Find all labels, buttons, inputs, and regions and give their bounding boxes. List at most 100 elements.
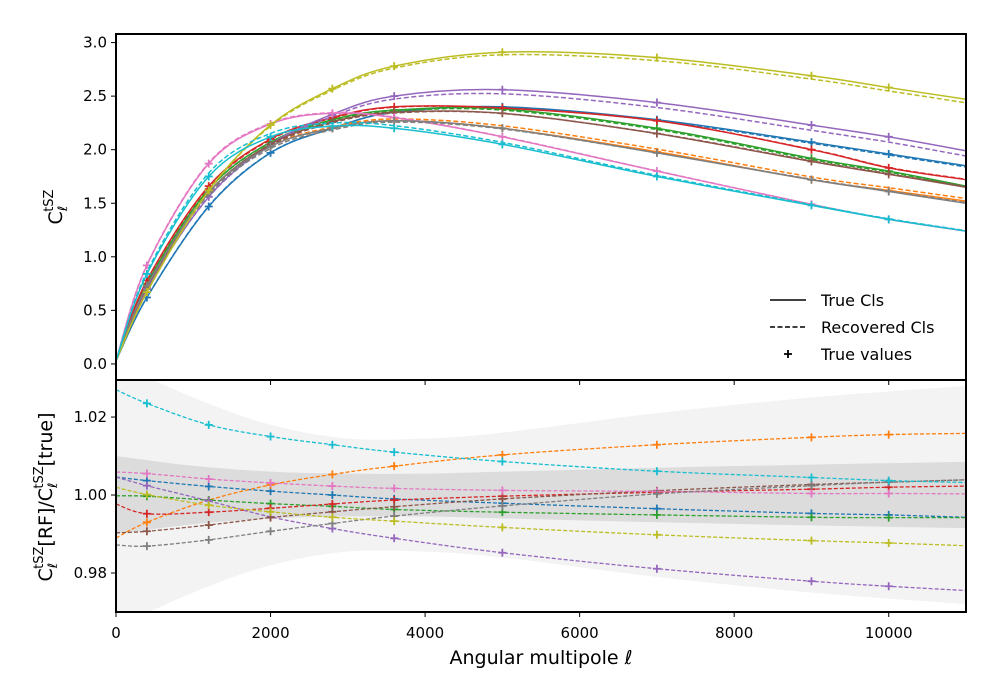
- ratio-marker: [142, 490, 151, 499]
- axes: 0.0 0.5 1.0 1.5 2.0 2.5 3.0 0.98 1.00 1.02 0 2000 40…: [74, 33, 967, 642]
- ratio-marker: [884, 489, 893, 498]
- ratio-marker: [328, 440, 337, 449]
- ratio-marker: [142, 399, 151, 408]
- true-value-marker: [498, 109, 507, 118]
- ratio-marker: [807, 577, 816, 586]
- ratio-marker: [328, 513, 337, 522]
- x-axis-label: Angular multipole ℓ: [449, 647, 632, 669]
- true-value-marker: [498, 48, 507, 57]
- true-value-marker: [204, 186, 213, 195]
- true-value-marker: [204, 159, 213, 168]
- ratio-marker: [204, 420, 213, 429]
- true-cls-line: [116, 51, 966, 362]
- ratio-marker: [652, 564, 661, 573]
- ratio-series-model-7: [116, 469, 966, 498]
- ratio-marker: [390, 448, 399, 457]
- top-panel-plot-area: [116, 48, 966, 362]
- ratio-marker: [142, 518, 151, 527]
- true-value-marker: [142, 288, 151, 297]
- ratio-marker: [142, 469, 151, 478]
- recovered-cls-line: [116, 107, 966, 361]
- ratio-marker: [652, 510, 661, 519]
- true-value-marker: [266, 142, 275, 151]
- true-value-marker: [884, 170, 893, 179]
- true-value-marker: [652, 53, 661, 62]
- true-value-marker: [652, 98, 661, 107]
- ratio-marker: [390, 462, 399, 471]
- true-value-marker: [807, 175, 816, 184]
- true-value-marker: [328, 84, 337, 93]
- true-value-marker: [498, 140, 507, 149]
- true-value-marker: [498, 132, 507, 141]
- ratio-marker: [498, 457, 507, 466]
- true-value-marker: [266, 121, 275, 130]
- ratio-marker: [807, 536, 816, 545]
- x-tick-label: 6000: [561, 624, 599, 642]
- ratio-marker: [807, 489, 816, 498]
- ratio-marker: [652, 489, 661, 498]
- ratio-line: [116, 486, 966, 547]
- bottom-y-tick-label: 0.98: [74, 564, 107, 582]
- true-value-marker: [498, 85, 507, 94]
- ratio-series-model-9: [116, 486, 966, 547]
- ratio-marker: [807, 513, 816, 522]
- top-y-tick-label: 1.0: [83, 248, 107, 266]
- series-model-4: [116, 102, 966, 361]
- ratio-marker: [884, 582, 893, 591]
- ratio-marker: [204, 475, 213, 484]
- ratio-marker: [328, 491, 337, 500]
- true-value-marker: [807, 138, 816, 147]
- ratio-marker: [498, 501, 507, 510]
- true-value-marker: [390, 124, 399, 133]
- ratio-marker: [390, 484, 399, 493]
- ratio-marker: [142, 509, 151, 518]
- ratio-marker: [328, 470, 337, 479]
- true-value-marker: [652, 116, 661, 125]
- true-value-marker: [884, 83, 893, 92]
- ratio-marker: [204, 482, 213, 491]
- true-value-marker: [204, 172, 213, 181]
- true-value-marker: [142, 269, 151, 278]
- ratio-marker: [390, 517, 399, 526]
- ratio-line: [116, 476, 966, 592]
- ratio-marker: [266, 432, 275, 441]
- ratio-marker: [204, 508, 213, 517]
- true-value-marker: [328, 122, 337, 131]
- ratio-marker: [807, 481, 816, 490]
- x-tick-label: 8000: [715, 624, 753, 642]
- ratio-marker: [328, 482, 337, 491]
- recovered-cls-line: [116, 105, 966, 361]
- true-value-marker: [266, 132, 275, 141]
- x-tick-label: 2000: [251, 624, 289, 642]
- ratio-marker: [807, 473, 816, 482]
- x-tick-label: 4000: [406, 624, 444, 642]
- series-model-10: [116, 121, 966, 361]
- ratio-marker: [884, 430, 893, 439]
- ratio-line: [116, 485, 966, 515]
- true-value-marker: [807, 201, 816, 210]
- ratio-marker: [652, 530, 661, 539]
- ratio-marker: [652, 467, 661, 476]
- ratio-marker: [498, 548, 507, 557]
- top-y-tick-label: 2.5: [83, 87, 107, 105]
- true-value-marker: [652, 129, 661, 138]
- ratio-series-model-8: [116, 478, 966, 551]
- top-y-axis-label: CℓtSZ: [42, 189, 71, 224]
- ratio-line: [116, 432, 966, 539]
- legend-plus-marker-swatch: [784, 350, 792, 358]
- true-value-marker: [652, 172, 661, 181]
- true-value-marker: [204, 202, 213, 211]
- true-value-marker: [884, 132, 893, 141]
- ratio-marker: [266, 507, 275, 516]
- recovered-cls-line: [116, 121, 966, 362]
- legend-entry-recovered-cls: Recovered Cls: [821, 318, 934, 337]
- legend-entry-true-cls: True Cls: [820, 291, 884, 310]
- ratio-marker: [807, 433, 816, 442]
- ratio-marker: [142, 542, 151, 551]
- top-y-tick-label: 1.5: [83, 194, 107, 212]
- bottom-y-axis-label: CℓtSZ[RF]/CℓtSZ[true]: [32, 412, 61, 581]
- legend-entry-true-values: True values: [820, 345, 912, 364]
- bottom-y-tick-label: 1.02: [74, 408, 107, 426]
- ratio-marker: [142, 481, 151, 490]
- ratio-marker: [328, 499, 337, 508]
